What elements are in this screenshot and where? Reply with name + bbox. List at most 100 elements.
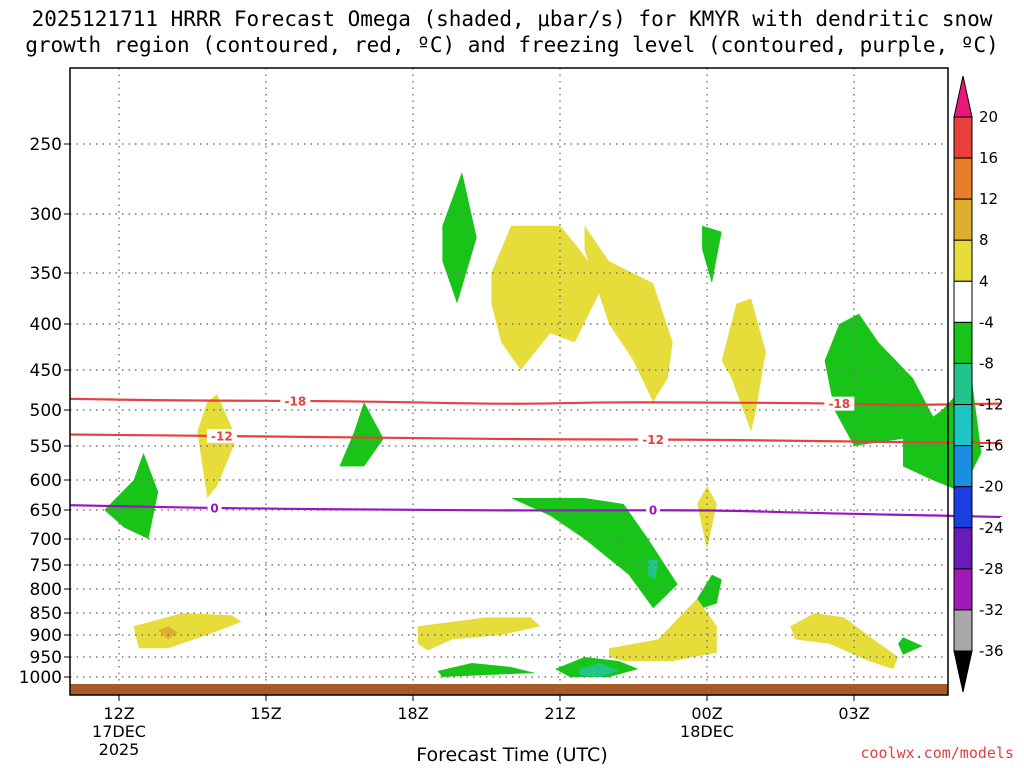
ground-bar — [70, 684, 948, 695]
colorbar-tick-label: -8 — [979, 354, 994, 372]
omega-region — [579, 663, 619, 677]
colorbar-segment — [953, 609, 973, 652]
colorbar-segment — [953, 445, 973, 488]
x-tick-label: 00Z — [691, 704, 722, 723]
x-tick-date: 18DEC — [680, 722, 734, 741]
omega-region — [702, 225, 722, 284]
colorbar-segment — [953, 198, 973, 241]
omega-region — [790, 613, 899, 669]
isotherm-label: -12 — [211, 429, 233, 443]
colorbar-segment — [953, 321, 973, 364]
chart-title-line2: growth region (contoured, red, ºC) and f… — [25, 33, 999, 57]
omega-region — [442, 172, 477, 304]
y-axis: 2503003504004505005506006507007508008509… — [19, 135, 70, 688]
isotherm-label: -18 — [285, 394, 307, 408]
isotherm-label-bg — [280, 393, 311, 408]
omega-region — [584, 225, 673, 402]
x-axis-label: Forecast Time (UTC) — [416, 744, 608, 766]
colorbar-tick-label: 20 — [979, 108, 998, 126]
colorbar-segment — [953, 362, 973, 406]
isotherm-label-bg — [206, 428, 237, 443]
colorbar-bottom-arrow — [953, 650, 973, 693]
isotherm-label: 0 — [210, 502, 218, 516]
y-tick-label: 450 — [30, 361, 62, 381]
isotherm-dgz-top — [69, 397, 1002, 406]
isotherm-label-bg — [824, 396, 855, 411]
isotherm-label: -12 — [642, 433, 664, 447]
omega-region — [133, 613, 242, 649]
omega-region — [104, 452, 159, 539]
omega-region — [697, 574, 722, 609]
credit-link[interactable]: coolwx.com/models — [860, 744, 1014, 762]
isotherm-label-bg — [207, 501, 222, 516]
y-tick-label: 750 — [30, 556, 62, 576]
colorbar-segment — [953, 280, 973, 323]
colorbar-segment — [953, 486, 973, 529]
x-tick-label: 12Z — [103, 704, 134, 723]
x-tick-year: 2025 — [99, 740, 140, 759]
x-tick-label: 15Z — [250, 704, 281, 723]
colorbar-tick-label: -28 — [979, 560, 1004, 578]
chart-title: 2025121711 HRRR Forecast Omega (shaded, … — [0, 6, 1024, 58]
colorbar-tick-label: -4 — [979, 313, 994, 331]
colorbar-tick-label: -32 — [979, 601, 1004, 619]
omega-region — [609, 598, 717, 661]
y-tick-label: 500 — [30, 401, 62, 421]
isotherm-label-bg — [646, 503, 661, 518]
x-tick-date: 17DEC — [92, 722, 146, 741]
isotherm-contours: -18 -18 -12 -12 0 0 — [69, 393, 1003, 519]
x-tick-label: 18Z — [397, 704, 428, 723]
y-tick-label: 600 — [30, 471, 62, 491]
omega-region — [437, 663, 536, 677]
isotherm-freezing-level — [69, 504, 1003, 519]
y-tick-label: 900 — [30, 626, 62, 646]
colorbar-segment — [953, 116, 973, 159]
omega-region — [158, 626, 178, 640]
colorbar-tick-label: -36 — [979, 642, 1004, 660]
colorbar: 20 16 12 8 4 -4 -8 -12 -16 -20 -24 -28 -32 -36 — [953, 75, 1004, 693]
omega-region — [197, 394, 237, 498]
y-tick-label: 250 — [30, 135, 62, 155]
omega-region — [339, 402, 384, 467]
isotherm-label: -18 — [828, 397, 850, 411]
y-tick-label: 300 — [30, 205, 62, 225]
colorbar-tick-label: -24 — [979, 519, 1004, 537]
omega-region — [511, 498, 678, 609]
colorbar-tick-label: -16 — [979, 437, 1004, 455]
isotherm-label: 0 — [649, 504, 657, 518]
plot-frame — [69, 67, 949, 696]
x-tick-label: 21Z — [544, 704, 575, 723]
colorbar-tick-label: 16 — [979, 149, 998, 167]
colorbar-segment — [953, 239, 973, 282]
colorbar-tick-label: 4 — [979, 272, 989, 290]
omega-region — [721, 298, 766, 432]
x-tick-label: 03Z — [838, 704, 869, 723]
y-tick-label: 550 — [30, 437, 62, 457]
colorbar-segment — [953, 157, 973, 200]
y-tick-label: 950 — [30, 648, 62, 668]
omega-region — [417, 617, 541, 651]
ground-layer — [70, 684, 948, 695]
gridlines — [70, 68, 948, 684]
isotherm-label-bg — [638, 432, 669, 447]
y-tick-label: 350 — [30, 264, 62, 284]
colorbar-top-arrow — [953, 75, 973, 118]
omega-region — [491, 225, 605, 370]
y-tick-label: 400 — [30, 315, 62, 335]
chart-title-line1: 2025121711 HRRR Forecast Omega (shaded, … — [31, 7, 993, 31]
y-tick-label: 850 — [30, 604, 62, 624]
colorbar-segment — [953, 568, 973, 611]
y-tick-label: 1000 — [19, 668, 62, 688]
colorbar-segment — [953, 527, 973, 570]
omega-region — [824, 313, 938, 446]
colorbar-tick-label: -20 — [979, 478, 1004, 496]
colorbar-tick-label: 12 — [979, 190, 998, 208]
isotherm-dgz-bottom — [69, 433, 1002, 445]
y-tick-label: 650 — [30, 501, 62, 521]
y-tick-label: 700 — [30, 530, 62, 550]
omega-shading — [104, 172, 982, 677]
colorbar-tick-label: 8 — [979, 231, 989, 249]
omega-region — [898, 637, 923, 655]
